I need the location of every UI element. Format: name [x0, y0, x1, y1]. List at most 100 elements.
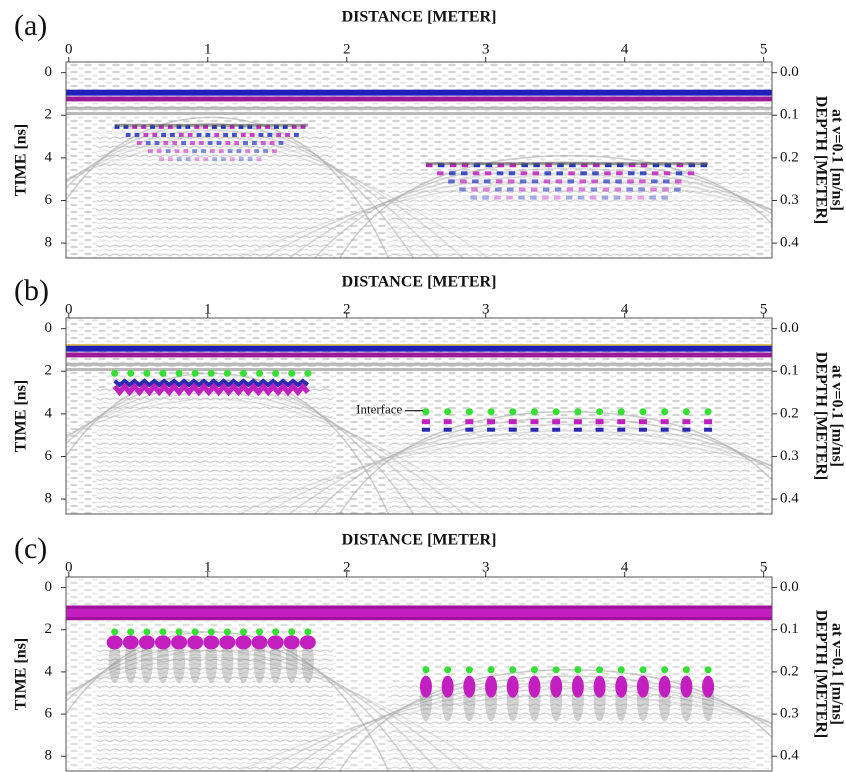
- reflection: [159, 157, 164, 162]
- reflection: [636, 675, 649, 698]
- reflection: [247, 157, 253, 162]
- reflection: [603, 179, 610, 184]
- reflection: [163, 141, 169, 146]
- reflection: [557, 163, 564, 168]
- y-axis-title: TIME [ns]: [13, 124, 30, 196]
- reflection: [687, 171, 695, 176]
- y2-tick-label: 0.2: [780, 405, 799, 421]
- reflection-shadow: [173, 639, 186, 684]
- x-tick-label: 0: [65, 41, 73, 57]
- reflection: [460, 171, 468, 176]
- reflection: [459, 187, 466, 192]
- reflection: [614, 187, 621, 192]
- arc: [289, 423, 772, 514]
- reflection: [487, 427, 496, 432]
- reflection: [209, 149, 215, 154]
- reflection: [267, 132, 273, 137]
- arc: [239, 436, 772, 514]
- reflection: [542, 187, 550, 192]
- reflection: [542, 195, 549, 200]
- y-axis-title: TIME [ns]: [13, 380, 30, 452]
- y2-tick-label: 0.4: [780, 748, 799, 764]
- texture: [388, 426, 750, 514]
- y2-tick-label: 0.3: [780, 192, 799, 208]
- pick-point: [175, 628, 183, 636]
- reflection: [592, 171, 599, 176]
- reflection: [569, 163, 576, 168]
- texture: [96, 646, 333, 771]
- pick-point: [304, 369, 312, 377]
- y2-tick-label: 0.0: [780, 320, 799, 336]
- y2-axis-title: DEPTH [METER]: [812, 610, 829, 738]
- reflection: [460, 179, 467, 184]
- reflection: [554, 187, 562, 192]
- reflection: [638, 419, 647, 425]
- reflection: [251, 141, 257, 146]
- y2-tick-label: 0.1: [780, 363, 799, 379]
- reflection: [639, 179, 646, 184]
- reflection: [571, 675, 584, 698]
- reflection: [448, 179, 455, 184]
- reflection: [617, 427, 626, 432]
- reflection: [628, 163, 636, 168]
- reflection: [651, 179, 658, 184]
- reflection: [578, 187, 586, 192]
- reflection: [704, 427, 713, 432]
- reflection: [212, 124, 217, 129]
- reflection: [593, 163, 600, 168]
- reflection: [194, 124, 200, 129]
- reflection: [176, 157, 182, 162]
- reflection: [463, 675, 476, 698]
- y2-tick-label: 0.1: [780, 621, 799, 637]
- reflection: [660, 427, 669, 432]
- direct-wave: [66, 345, 772, 352]
- y2-tick-label: 0.4: [780, 491, 799, 507]
- reflection: [437, 163, 445, 168]
- reflection: [465, 427, 474, 432]
- x-tick-label: 1: [204, 41, 212, 57]
- y2-axis-title: DEPTH [METER]: [812, 96, 829, 224]
- reflection: [125, 132, 131, 137]
- reflection-shadow: [269, 639, 282, 684]
- x-tick-label: 0: [65, 301, 73, 317]
- reflection: [196, 132, 202, 137]
- reflection: [267, 635, 284, 650]
- reflection: [136, 141, 142, 146]
- arc: [264, 688, 772, 771]
- reflection: [550, 675, 563, 698]
- y2-tick-label: 0.0: [780, 64, 799, 80]
- reflection: [243, 141, 248, 146]
- reflection: [682, 427, 691, 432]
- pick-point: [159, 628, 167, 636]
- direct-wave: [66, 96, 772, 102]
- reflection: [589, 195, 597, 200]
- reflection: [518, 187, 526, 192]
- reflection: [530, 419, 539, 425]
- reflection: [282, 124, 288, 129]
- reflection: [254, 149, 260, 154]
- y-tick-label: 4: [45, 405, 53, 421]
- pick-point: [127, 369, 135, 377]
- pick-point: [143, 628, 151, 636]
- reflection-shadow: [156, 639, 169, 684]
- pick-point: [272, 628, 280, 636]
- reflection: [299, 635, 316, 650]
- reflection: [663, 171, 671, 176]
- reflection: [205, 132, 211, 137]
- reflection: [123, 124, 129, 129]
- reflection: [138, 635, 155, 650]
- reflection: [676, 163, 684, 168]
- reflection: [573, 427, 582, 432]
- pick-point: [256, 628, 264, 636]
- reflection: [700, 163, 707, 168]
- reflection: [461, 163, 469, 168]
- reflection: [627, 179, 634, 184]
- reflection: [595, 427, 604, 432]
- reflection: [506, 675, 519, 698]
- direct-wave: [66, 343, 772, 346]
- arc: [289, 681, 772, 771]
- reflection-shadow: [253, 639, 266, 684]
- arc: [264, 430, 772, 514]
- reflection: [602, 187, 610, 192]
- reflection: [482, 195, 489, 200]
